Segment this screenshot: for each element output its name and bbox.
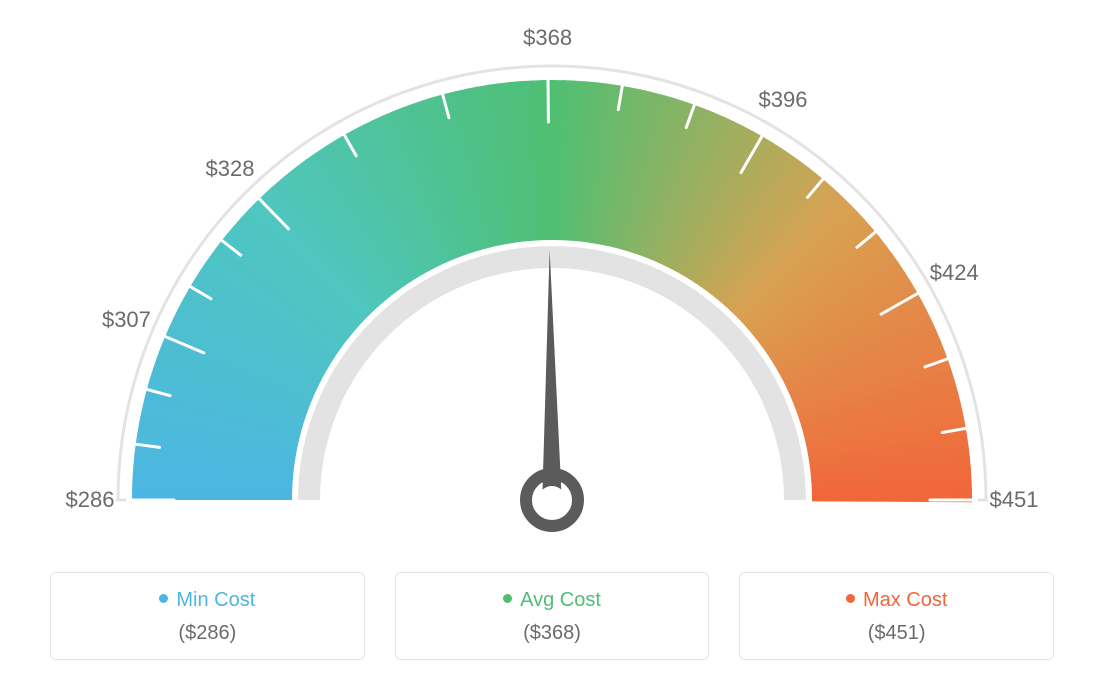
gauge-tick-label: $368 [523,25,572,51]
legend-max-value: ($451) [750,622,1043,645]
legend-max-label: Max Cost [750,589,1043,612]
gauge-tick-label: $424 [930,260,979,286]
gauge-tick-label: $286 [66,487,115,513]
legend-avg-label: Avg Cost [406,589,699,612]
gauge-tick-label: $328 [206,156,255,182]
legend-card-avg: Avg Cost ($368) [395,572,710,660]
legend-min-value: ($286) [61,622,354,645]
legend-row: Min Cost ($286) Avg Cost ($368) Max Cost… [50,572,1054,660]
gauge-tick-label: $451 [990,487,1039,513]
cost-gauge-container: $286 $307 $328 $368 $396 $424 $451 Min Cost ($… [0,0,1104,690]
legend-min-label: Min Cost [61,589,354,612]
legend-avg-value: ($368) [406,622,699,645]
gauge-tick-label: $307 [102,307,151,333]
gauge-chart: $286 $307 $328 $368 $396 $424 $451 [0,0,1104,560]
legend-card-min: Min Cost ($286) [50,572,365,660]
gauge-tick-label: $396 [759,87,808,113]
legend-card-max: Max Cost ($451) [739,572,1054,660]
